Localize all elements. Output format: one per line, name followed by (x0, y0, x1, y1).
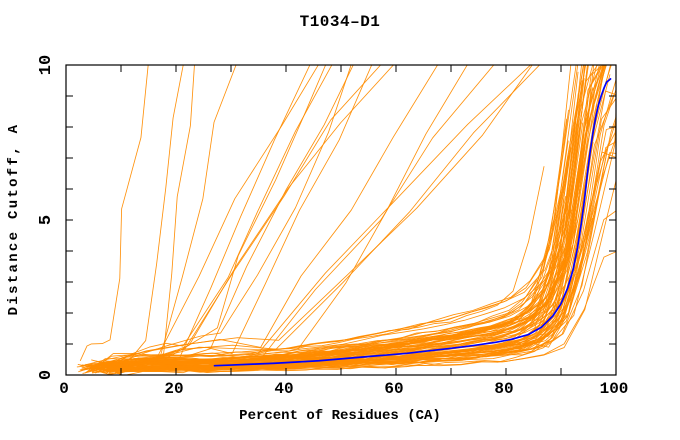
svg-text:10: 10 (37, 55, 56, 75)
svg-text:60: 60 (384, 380, 403, 398)
svg-text:0: 0 (59, 380, 69, 398)
svg-text:0: 0 (37, 370, 56, 380)
svg-text:20: 20 (164, 380, 183, 398)
svg-text:5: 5 (37, 215, 56, 225)
svg-text:80: 80 (494, 380, 513, 398)
svg-text:100: 100 (600, 380, 629, 398)
svg-text:40: 40 (274, 380, 293, 398)
